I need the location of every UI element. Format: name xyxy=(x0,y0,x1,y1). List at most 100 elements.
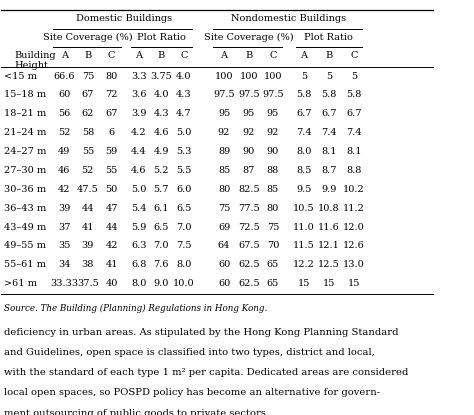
Text: C: C xyxy=(108,51,115,60)
Text: Plot Ratio: Plot Ratio xyxy=(137,33,186,42)
Text: 55–61 m: 55–61 m xyxy=(3,260,46,269)
Text: A: A xyxy=(136,51,142,60)
Text: 70: 70 xyxy=(267,242,279,251)
Text: 5: 5 xyxy=(351,72,357,81)
Text: 6: 6 xyxy=(109,128,115,137)
Text: 4.7: 4.7 xyxy=(176,109,191,118)
Text: 62.5: 62.5 xyxy=(238,260,259,269)
Text: 15: 15 xyxy=(323,279,335,288)
Text: 13.0: 13.0 xyxy=(343,260,365,269)
Text: 46: 46 xyxy=(58,166,70,175)
Text: 100: 100 xyxy=(264,72,282,81)
Text: 8.0: 8.0 xyxy=(296,147,312,156)
Text: 4.6: 4.6 xyxy=(154,128,169,137)
Text: Building
Height: Building Height xyxy=(14,51,56,70)
Text: 89: 89 xyxy=(218,147,230,156)
Text: 33.33: 33.33 xyxy=(50,279,78,288)
Text: 50: 50 xyxy=(106,185,118,194)
Text: A: A xyxy=(220,51,228,60)
Text: 12.0: 12.0 xyxy=(343,222,365,232)
Text: 100: 100 xyxy=(215,72,233,81)
Text: 8.7: 8.7 xyxy=(321,166,337,175)
Text: 90: 90 xyxy=(267,147,279,156)
Text: 11.0: 11.0 xyxy=(293,222,315,232)
Text: 6.7: 6.7 xyxy=(296,109,312,118)
Text: 37.5: 37.5 xyxy=(77,279,99,288)
Text: C: C xyxy=(269,51,277,60)
Text: 11.6: 11.6 xyxy=(318,222,340,232)
Text: 44: 44 xyxy=(82,204,94,213)
Text: 18–21 m: 18–21 m xyxy=(3,109,46,118)
Text: 6.0: 6.0 xyxy=(176,185,191,194)
Text: 7.4: 7.4 xyxy=(346,128,362,137)
Text: 75: 75 xyxy=(82,72,94,81)
Text: 40: 40 xyxy=(105,279,118,288)
Text: 69: 69 xyxy=(218,222,230,232)
Text: 4.3: 4.3 xyxy=(154,109,169,118)
Text: 15: 15 xyxy=(347,279,360,288)
Text: 5: 5 xyxy=(301,72,307,81)
Text: 80: 80 xyxy=(106,72,118,81)
Text: 56: 56 xyxy=(58,109,70,118)
Text: 75: 75 xyxy=(218,204,230,213)
Text: 80: 80 xyxy=(267,204,279,213)
Text: 30–36 m: 30–36 m xyxy=(3,185,46,194)
Text: 5.7: 5.7 xyxy=(154,185,169,194)
Text: 7.4: 7.4 xyxy=(321,128,337,137)
Text: 41: 41 xyxy=(105,260,118,269)
Text: deficiency in urban areas. As stipulated by the Hong Kong Planning Standard: deficiency in urban areas. As stipulated… xyxy=(3,328,398,337)
Text: 55: 55 xyxy=(106,166,118,175)
Text: 24–27 m: 24–27 m xyxy=(3,147,46,156)
Text: 6.8: 6.8 xyxy=(131,260,146,269)
Text: 66.6: 66.6 xyxy=(54,72,75,81)
Text: B: B xyxy=(326,51,333,60)
Text: 5.8: 5.8 xyxy=(321,90,337,100)
Text: local open spaces, so POSPD policy has become an alternative for govern-: local open spaces, so POSPD policy has b… xyxy=(3,388,380,398)
Text: 39: 39 xyxy=(82,242,94,251)
Text: 27–30 m: 27–30 m xyxy=(3,166,46,175)
Text: 42: 42 xyxy=(105,242,118,251)
Text: B: B xyxy=(84,51,91,60)
Text: 34: 34 xyxy=(58,260,70,269)
Text: 4.4: 4.4 xyxy=(131,147,146,156)
Text: 4.9: 4.9 xyxy=(154,147,169,156)
Text: 67: 67 xyxy=(82,90,94,100)
Text: 87: 87 xyxy=(243,166,255,175)
Text: 10.8: 10.8 xyxy=(319,204,340,213)
Text: 8.1: 8.1 xyxy=(346,147,362,156)
Text: 15–18 m: 15–18 m xyxy=(3,90,46,100)
Text: 21–24 m: 21–24 m xyxy=(3,128,46,137)
Text: 67.5: 67.5 xyxy=(238,242,259,251)
Text: Domestic Buildings: Domestic Buildings xyxy=(76,15,172,23)
Text: 8.5: 8.5 xyxy=(296,166,312,175)
Text: A: A xyxy=(61,51,68,60)
Text: 95: 95 xyxy=(267,109,279,118)
Text: 8.8: 8.8 xyxy=(346,166,362,175)
Text: 59: 59 xyxy=(106,147,118,156)
Text: 41: 41 xyxy=(82,222,94,232)
Text: 35: 35 xyxy=(58,242,70,251)
Text: 15: 15 xyxy=(298,279,310,288)
Text: 6.3: 6.3 xyxy=(131,242,146,251)
Text: 6.1: 6.1 xyxy=(154,204,169,213)
Text: Plot Ratio: Plot Ratio xyxy=(304,33,353,42)
Text: 6.5: 6.5 xyxy=(176,204,191,213)
Text: 75: 75 xyxy=(267,222,279,232)
Text: C: C xyxy=(180,51,188,60)
Text: 80: 80 xyxy=(218,185,230,194)
Text: 8.0: 8.0 xyxy=(176,260,191,269)
Text: 92: 92 xyxy=(267,128,279,137)
Text: 60: 60 xyxy=(58,90,70,100)
Text: ment outsourcing of public goods to private sectors.: ment outsourcing of public goods to priv… xyxy=(3,409,269,415)
Text: 9.9: 9.9 xyxy=(321,185,337,194)
Text: 88: 88 xyxy=(267,166,279,175)
Text: 5.9: 5.9 xyxy=(131,222,146,232)
Text: 4.6: 4.6 xyxy=(131,166,146,175)
Text: 92: 92 xyxy=(218,128,230,137)
Text: 65: 65 xyxy=(267,260,279,269)
Text: 92: 92 xyxy=(243,128,255,137)
Text: and Guidelines, open space is classified into two types, district and local,: and Guidelines, open space is classified… xyxy=(3,348,374,357)
Text: 4.3: 4.3 xyxy=(176,90,191,100)
Text: 42: 42 xyxy=(58,185,70,194)
Text: 11.2: 11.2 xyxy=(343,204,365,213)
